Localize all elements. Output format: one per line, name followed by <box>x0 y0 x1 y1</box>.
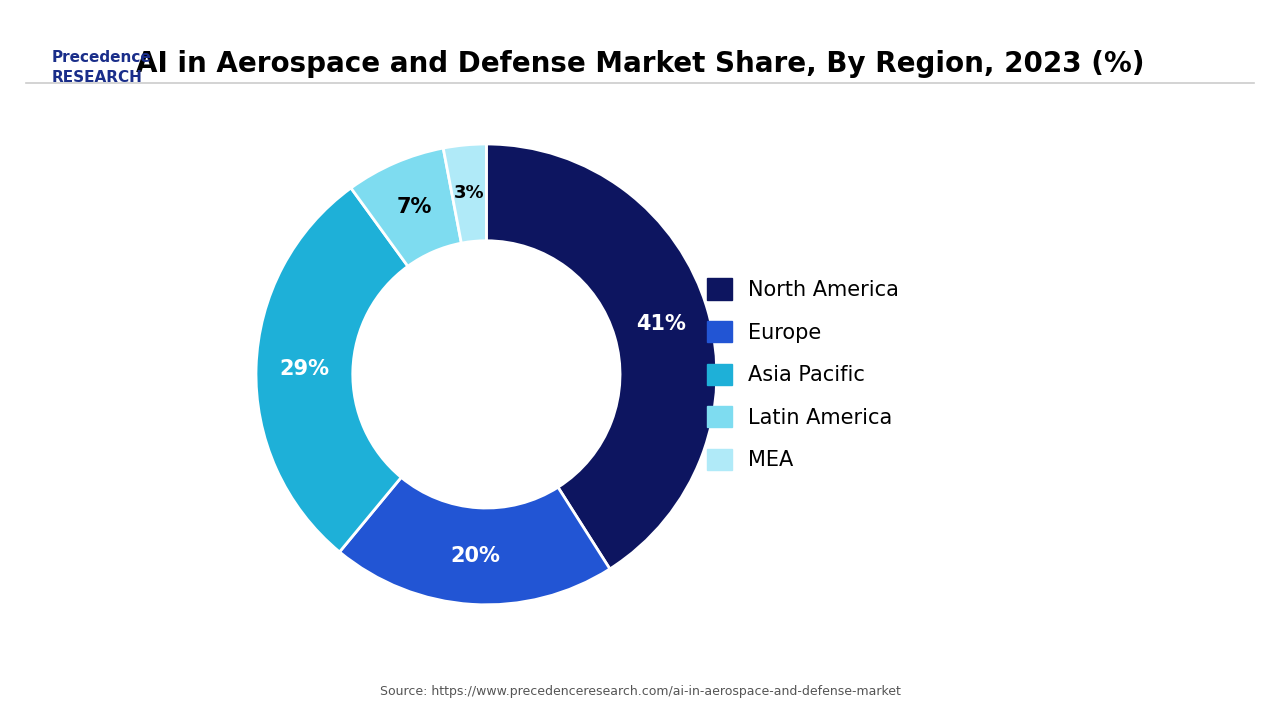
Text: Precedence
RESEARCH: Precedence RESEARCH <box>51 50 151 85</box>
Wedge shape <box>339 477 609 605</box>
Wedge shape <box>256 188 408 552</box>
Wedge shape <box>486 144 717 569</box>
Text: 41%: 41% <box>636 314 686 333</box>
Text: 29%: 29% <box>279 359 329 379</box>
Text: AI in Aerospace and Defense Market Share, By Region, 2023 (%): AI in Aerospace and Defense Market Share… <box>136 50 1144 78</box>
Text: 7%: 7% <box>397 197 431 217</box>
Wedge shape <box>351 148 461 266</box>
Text: 3%: 3% <box>454 184 485 202</box>
Legend: North America, Europe, Asia Pacific, Latin America, MEA: North America, Europe, Asia Pacific, Lat… <box>699 270 908 479</box>
Wedge shape <box>443 144 486 243</box>
Text: 20%: 20% <box>451 546 500 566</box>
Text: Source: https://www.precedenceresearch.com/ai-in-aerospace-and-defense-market: Source: https://www.precedenceresearch.c… <box>380 685 900 698</box>
